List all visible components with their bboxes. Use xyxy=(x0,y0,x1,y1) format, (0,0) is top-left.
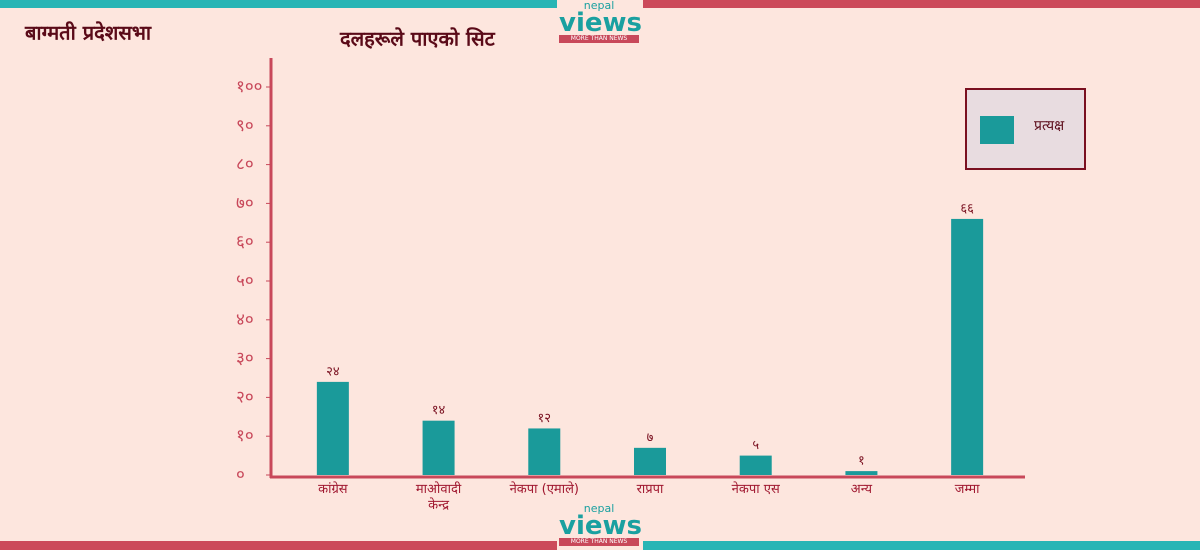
logo: nepal views MORE THAN NEWS xyxy=(559,502,642,546)
page-title: बाग्मती प्रदेशसभा xyxy=(24,21,152,45)
x-tick-label: जम्मा xyxy=(954,482,980,497)
stripe xyxy=(643,0,1200,8)
y-tick-label: ९० xyxy=(236,116,254,136)
value-label: ७ xyxy=(647,430,654,445)
y-tick-label: ८० xyxy=(236,155,254,175)
bar xyxy=(528,428,561,475)
x-tick-label: नेकपा (एमाले) xyxy=(509,482,579,497)
bar xyxy=(845,471,878,475)
logo-top: nepal xyxy=(583,502,615,515)
legend-swatch xyxy=(980,116,1014,144)
x-tick-label: माओवादी केन्द्र xyxy=(415,482,462,513)
stripe xyxy=(0,0,557,8)
stripe xyxy=(0,541,557,550)
logo-brand: views xyxy=(559,511,642,541)
x-tick-label: राप्रपा xyxy=(636,482,664,497)
y-tick-label: २० xyxy=(236,387,254,407)
value-label: ६६ xyxy=(960,201,974,216)
value-label: १ xyxy=(858,454,865,469)
logo-top: nepal xyxy=(583,0,615,12)
value-label: १२ xyxy=(538,411,552,426)
bar xyxy=(951,218,984,476)
y-tick-label: ० xyxy=(236,465,245,485)
value-label: २४ xyxy=(326,364,340,379)
bar xyxy=(634,447,666,475)
y-tick-label: ६० xyxy=(236,232,254,252)
legend-label: प्रत्यक्ष xyxy=(1034,118,1065,134)
logo-tagline: MORE THAN NEWS xyxy=(559,35,639,43)
x-tick-label: कांग्रेस xyxy=(318,482,348,497)
y-tick-label: ५० xyxy=(236,271,254,291)
bar xyxy=(739,455,772,475)
value-label: ५ xyxy=(752,438,759,453)
y-tick-label: ४० xyxy=(236,310,254,330)
y-tick-label: १० xyxy=(236,426,254,446)
logo: nepal views MORE THAN NEWS xyxy=(559,0,642,43)
value-label: १४ xyxy=(432,403,446,418)
stripe xyxy=(643,541,1200,550)
bar xyxy=(316,381,349,475)
chart-title: दलहरूले पाएको सिट xyxy=(339,27,496,51)
x-tick-label: नेकपा एस xyxy=(731,482,780,497)
y-tick-label: १०० xyxy=(236,77,263,97)
logo-tagline: MORE THAN NEWS xyxy=(559,538,639,546)
logo-brand: views xyxy=(559,8,642,38)
x-tick-label: अन्य xyxy=(850,482,873,497)
y-tick-label: ३० xyxy=(236,349,254,369)
y-tick-label: ७० xyxy=(236,193,254,213)
bar xyxy=(422,420,455,475)
